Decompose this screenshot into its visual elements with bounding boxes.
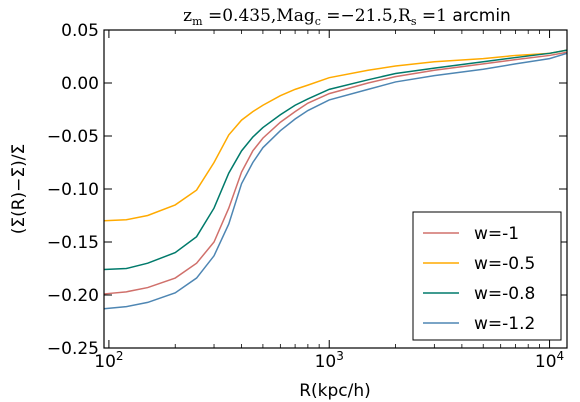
x-tick-label: 104 [535, 349, 564, 372]
y-tick-label: −0.20 [47, 286, 99, 306]
series-layer [103, 49, 568, 310]
series-line-2 [103, 49, 568, 271]
legend-label-1: w=-0.5 [474, 254, 535, 274]
y-tick-label: −0.25 [47, 339, 99, 359]
legend-label-3: w=-1.2 [474, 314, 535, 334]
y-tick-label: −0.15 [47, 233, 99, 253]
y-axis-label: (Σ(R)−Σ̄)/Σ̄ [9, 144, 29, 235]
x-axis-label: R(kpc/h) [299, 381, 371, 401]
series-line-3 [103, 52, 568, 310]
chart-title: zm =0.435,Magc =−21.5,Rs =1 arcmin [183, 6, 511, 28]
y-tick-label: −0.05 [47, 127, 99, 147]
series-line-1 [103, 49, 568, 222]
y-tick-label: 0.05 [61, 21, 99, 41]
x-tick-label: 103 [315, 349, 344, 372]
x-tick-label: 102 [94, 349, 123, 372]
legend-items: w=-1 w=-0.5 w=-0.8 w=-1.2 [423, 224, 535, 334]
y-tick-label: −0.10 [47, 180, 99, 200]
legend-label-2: w=-0.8 [474, 284, 535, 304]
legend-label-0: w=-1 [474, 224, 519, 244]
y-tick-label: 0.00 [61, 74, 99, 94]
legend: w=-1 w=-0.5 w=-0.8 w=-1.2 [412, 211, 562, 341]
plot-frame [103, 29, 568, 349]
series-line-0 [103, 51, 568, 295]
